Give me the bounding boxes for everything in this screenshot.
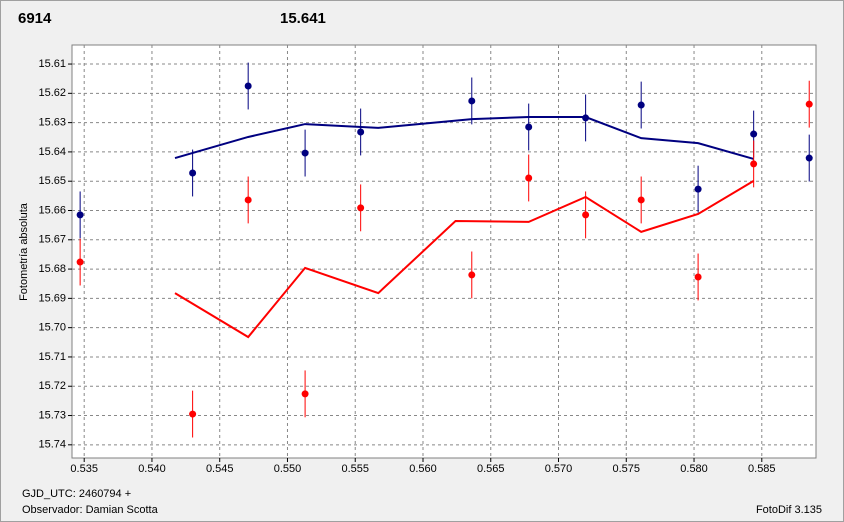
x-tick-label: 0.545 [206,463,234,475]
data-point [694,273,702,281]
x-tick-label: 0.575 [613,463,641,475]
x-tick-label: 0.585 [748,463,776,475]
x-tick-label: 0.550 [274,463,302,475]
fit-line [174,180,755,339]
data-point [805,154,813,162]
data-point [357,204,365,212]
data-point [637,196,645,204]
data-point [637,101,645,109]
data-point [805,100,813,108]
x-tick-label: 0.570 [545,463,573,475]
data-point [301,390,309,398]
x-tick-label: 0.580 [680,463,708,475]
data-point [189,169,197,177]
data-point [301,149,309,157]
x-axis-label: GJD_UTC: 2460794 + [22,488,131,500]
y-axis-label: Fotometría absoluta [18,202,30,301]
data-point [750,130,758,138]
magnitude: 15.641 [280,10,326,27]
y-tick-label: 15.68 [38,263,66,275]
software: FotoDif 3.135 [756,504,822,516]
y-tick-label: 15.64 [38,146,66,158]
data-point [525,123,533,131]
x-tick-label: 0.555 [341,463,369,475]
y-tick-label: 15.70 [38,322,66,334]
data-point [582,114,590,122]
y-tick-label: 15.74 [38,439,66,451]
data-point [750,160,758,168]
y-tick-label: 15.67 [38,234,66,246]
data-point [189,410,197,418]
y-tick-label: 15.71 [38,351,66,363]
star-id: 6914 [18,10,52,27]
data-point [582,211,590,219]
observer: Observador: Damian Scotta [22,504,159,516]
x-tick-label: 0.535 [70,463,98,475]
y-tick-label: 15.62 [38,87,66,99]
data-point [357,128,365,136]
data-point [76,211,84,219]
data-point [244,196,252,204]
y-tick-label: 15.61 [38,58,66,70]
y-tick-label: 15.65 [38,175,66,187]
fit-line [174,116,754,160]
y-tick-label: 15.73 [38,409,66,421]
data-point [76,258,84,266]
y-tick-label: 15.66 [38,204,66,216]
x-tick-label: 0.560 [409,463,437,475]
x-tick-label: 0.565 [477,463,505,475]
data-point [468,271,476,279]
data-point [468,97,476,105]
data-point [694,185,702,193]
data-point [525,174,533,182]
data-point [244,82,252,90]
y-tick-label: 15.69 [38,292,66,304]
x-tick-label: 0.540 [138,463,166,475]
plot-area [71,44,817,459]
y-tick-label: 15.63 [38,117,66,129]
y-tick-label: 15.72 [38,380,66,392]
